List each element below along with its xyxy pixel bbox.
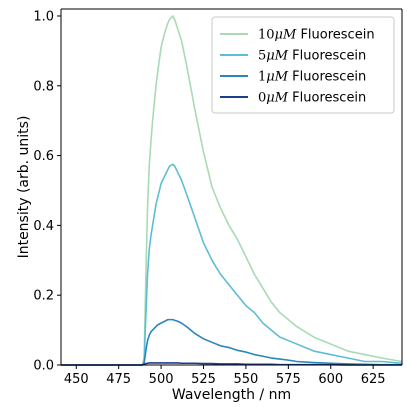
x-tick-label: 600 bbox=[318, 372, 343, 387]
tick-marks bbox=[57, 15, 374, 369]
legend-label: 0μM Fluorescein bbox=[258, 91, 366, 106]
x-axis-label: Wavelength / nm bbox=[172, 387, 291, 403]
series-line-1 bbox=[61, 163, 403, 366]
x-tick-label: 450 bbox=[64, 372, 89, 387]
x-tick-label: 625 bbox=[361, 372, 386, 387]
tick-labels: 450 475 500 525 550 575 600 625 0.0 0.2 0.4 0.6 0.8 1… bbox=[33, 9, 385, 387]
y-tick-label: 0.6 bbox=[33, 149, 54, 164]
legend-label: 1μM Fluorescein bbox=[258, 70, 366, 85]
legend-box bbox=[211, 16, 395, 114]
legend: 10μM Fluorescein 5μM Fluorescein 1μM Fluor… bbox=[211, 16, 395, 114]
legend-label: 5μM Fluorescein bbox=[258, 49, 366, 64]
legend-label: 10μM Fluorescein bbox=[258, 28, 375, 43]
y-tick-label: 0.4 bbox=[33, 219, 54, 234]
y-axis-label: Intensity (arb. units) bbox=[16, 116, 32, 259]
y-tick-label: 0.8 bbox=[33, 79, 54, 94]
x-tick-label: 575 bbox=[276, 372, 301, 387]
x-tick-label: 475 bbox=[106, 372, 131, 387]
x-tick-label: 500 bbox=[149, 372, 174, 387]
x-tick-label: 525 bbox=[191, 372, 216, 387]
series-line-0 bbox=[61, 15, 403, 366]
axes bbox=[60, 8, 403, 366]
series-line-2 bbox=[61, 318, 402, 366]
y-tick-label: 0.2 bbox=[33, 289, 54, 304]
x-tick-label: 550 bbox=[234, 372, 259, 387]
y-tick-label: 1.0 bbox=[33, 9, 54, 24]
y-tick-label: 0.0 bbox=[33, 359, 54, 374]
series-lines bbox=[61, 15, 403, 366]
